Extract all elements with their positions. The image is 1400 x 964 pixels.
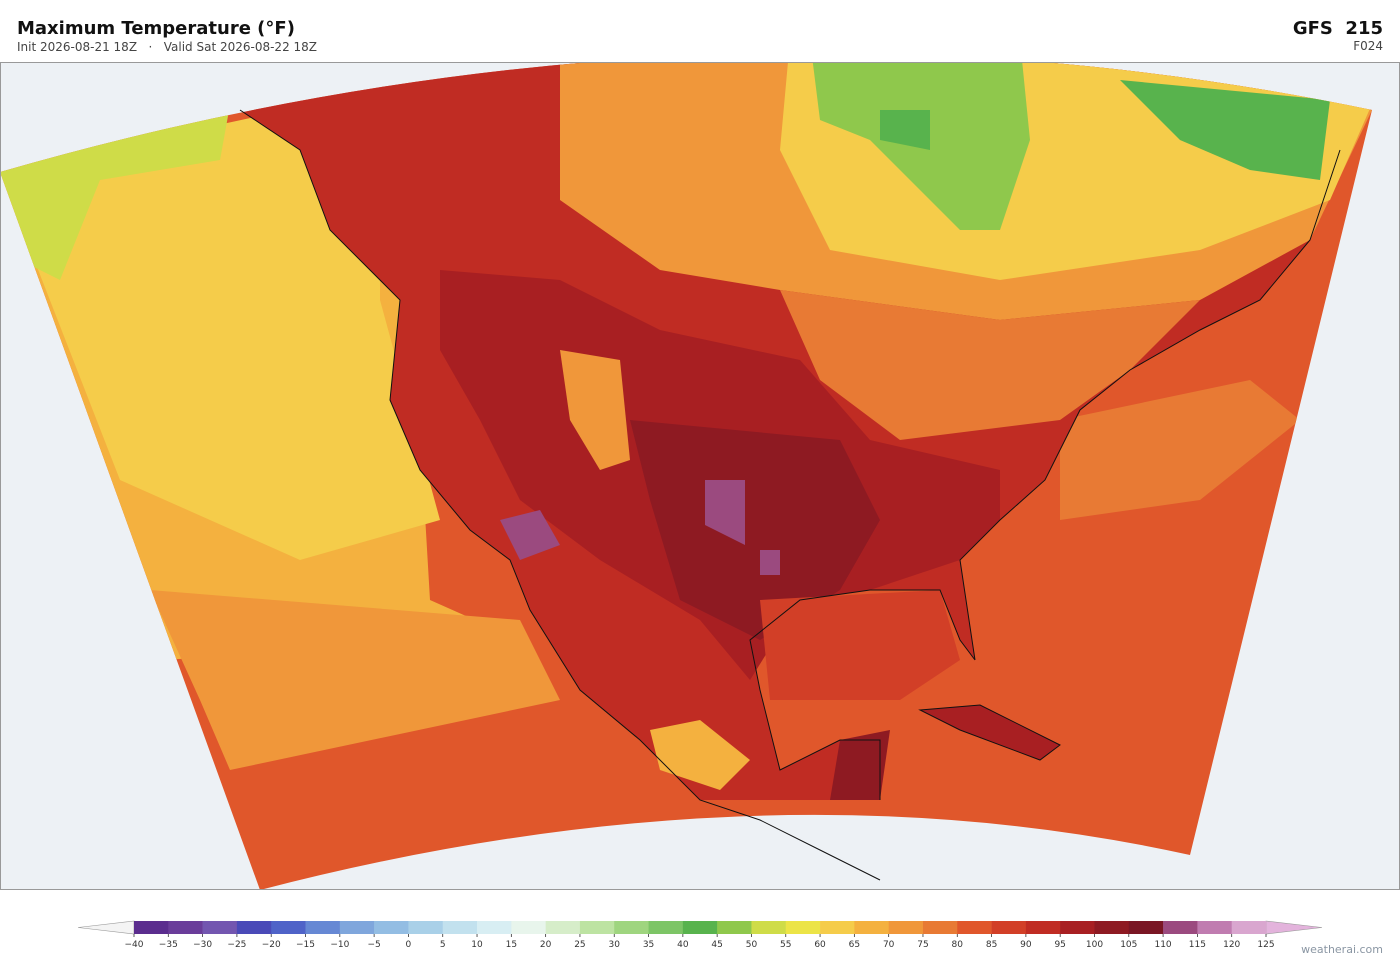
temperature-field — [0, 62, 1372, 890]
subtitle: Init 2026-08-21 18Z · Valid Sat 2026-08-… — [17, 40, 317, 54]
temperature-region — [920, 705, 1060, 760]
colorbar-bin — [305, 921, 341, 934]
colorbar-tick-label: 115 — [1189, 940, 1206, 950]
colorbar: −40 −35 −30 −25 −20 −15 −10 −5 0 5 10 15 20 25 30 35 40 4… — [77, 920, 1323, 950]
colorbar-tick-label: 50 — [746, 940, 758, 950]
colorbar-tick-label: 10 — [471, 940, 483, 950]
colorbar-bin — [134, 921, 169, 934]
colorbar-tick-label: −35 — [159, 940, 178, 950]
colorbar-tick-label: 60 — [814, 940, 826, 950]
colorbar-bin — [922, 921, 958, 934]
colorbar-bin — [511, 921, 546, 934]
colorbar-bin — [202, 921, 238, 934]
colorbar-bin — [339, 921, 375, 934]
colorbar-bin — [236, 921, 272, 934]
temperature-region — [500, 510, 560, 560]
colorbar-tick-label: −5 — [367, 940, 380, 950]
model-label: GFS 215 — [1293, 18, 1383, 39]
colorbar-bin — [854, 921, 889, 934]
colorbar-bin — [168, 921, 203, 934]
temperature-region — [1060, 380, 1300, 520]
temperature-region — [0, 105, 230, 280]
colorbar-bin — [1128, 921, 1164, 934]
colorbar-tick-label: −25 — [227, 940, 246, 950]
colorbar-tick-label: −30 — [193, 940, 212, 950]
temperature-region — [780, 290, 1200, 440]
colorbar-tick-label: 35 — [643, 940, 654, 950]
temperature-region — [150, 590, 560, 770]
colorbar-bin — [751, 921, 787, 934]
temperature-region — [705, 480, 745, 545]
colorbar-bin — [957, 921, 992, 934]
title: Maximum Temperature (°F) — [17, 18, 295, 39]
colorbar-tick-label: 90 — [1020, 940, 1032, 950]
colorbar-bin — [1197, 921, 1232, 934]
colorbar-tick-label: −40 — [125, 940, 144, 950]
colorbar-tick-label: 100 — [1086, 940, 1103, 950]
colorbar-bin — [408, 921, 444, 934]
colorbar-tick-label: 120 — [1223, 940, 1240, 950]
colorbar-tick-label: 45 — [711, 940, 722, 950]
colorbar-bin — [648, 921, 684, 934]
colorbar-tick-label: 65 — [849, 940, 860, 950]
colorbar-bin — [374, 921, 409, 934]
temperature-region — [760, 550, 780, 575]
temperature-region — [650, 720, 750, 790]
colorbar-bin — [682, 921, 718, 934]
colorbar-tick-label: 80 — [952, 940, 964, 950]
colorbar-bin — [442, 921, 478, 934]
colorbar-tick-label: 70 — [883, 940, 895, 950]
colorbar-tick-label: −15 — [296, 940, 315, 950]
colorbar-bin — [1094, 921, 1130, 934]
colorbar-bin — [477, 921, 512, 934]
colorbar-bin — [1163, 921, 1198, 934]
colorbar-tick-label: 95 — [1054, 940, 1065, 950]
colorbar-bin — [820, 921, 855, 934]
temperature-region — [560, 350, 630, 470]
colorbar-tick-label: 85 — [986, 940, 997, 950]
colorbar-bin — [579, 921, 615, 934]
coastline — [239, 109, 1341, 881]
temperature-region — [830, 730, 890, 800]
colorbar-bin — [785, 921, 821, 934]
colorbar-tick-label: 40 — [677, 940, 689, 950]
colorbar-bin — [1060, 921, 1095, 934]
colorbar-bin — [717, 921, 752, 934]
colorbar-tick-label: 75 — [917, 940, 928, 950]
colorbar-tick-label: 55 — [780, 940, 791, 950]
credit: weatherai.com — [1301, 943, 1383, 956]
colorbar-bin — [1231, 921, 1267, 934]
map — [0, 62, 1400, 890]
temperature-region — [880, 110, 930, 150]
colorbar-bin — [1025, 921, 1061, 934]
colorbar-under — [77, 920, 135, 935]
colorbar-bin — [545, 921, 581, 934]
colorbar-bin — [888, 921, 924, 934]
colorbar-tick-label: −20 — [262, 940, 281, 950]
temperature-region — [1120, 80, 1330, 180]
colorbar-tick-label: 15 — [506, 940, 517, 950]
colorbar-tick-label: 0 — [406, 940, 412, 950]
colorbar-bin — [991, 921, 1027, 934]
colorbar-over — [1265, 920, 1323, 935]
colorbar-tick-label: 125 — [1257, 940, 1274, 950]
forecast-hour: F024 — [1353, 39, 1383, 53]
colorbar-bin — [271, 921, 306, 934]
colorbar-tick-label: −10 — [330, 940, 349, 950]
colorbar-tick-label: 110 — [1154, 940, 1171, 950]
colorbar-bin — [614, 921, 649, 934]
colorbar-tick-label: 105 — [1120, 940, 1137, 950]
colorbar-tick-label: 30 — [609, 940, 621, 950]
colorbar-tick-label: 25 — [574, 940, 585, 950]
colorbar-tick-label: 20 — [540, 940, 552, 950]
temperature-region — [760, 590, 960, 700]
colorbar-tick-label: 5 — [440, 940, 446, 950]
temperature-region — [630, 420, 880, 640]
